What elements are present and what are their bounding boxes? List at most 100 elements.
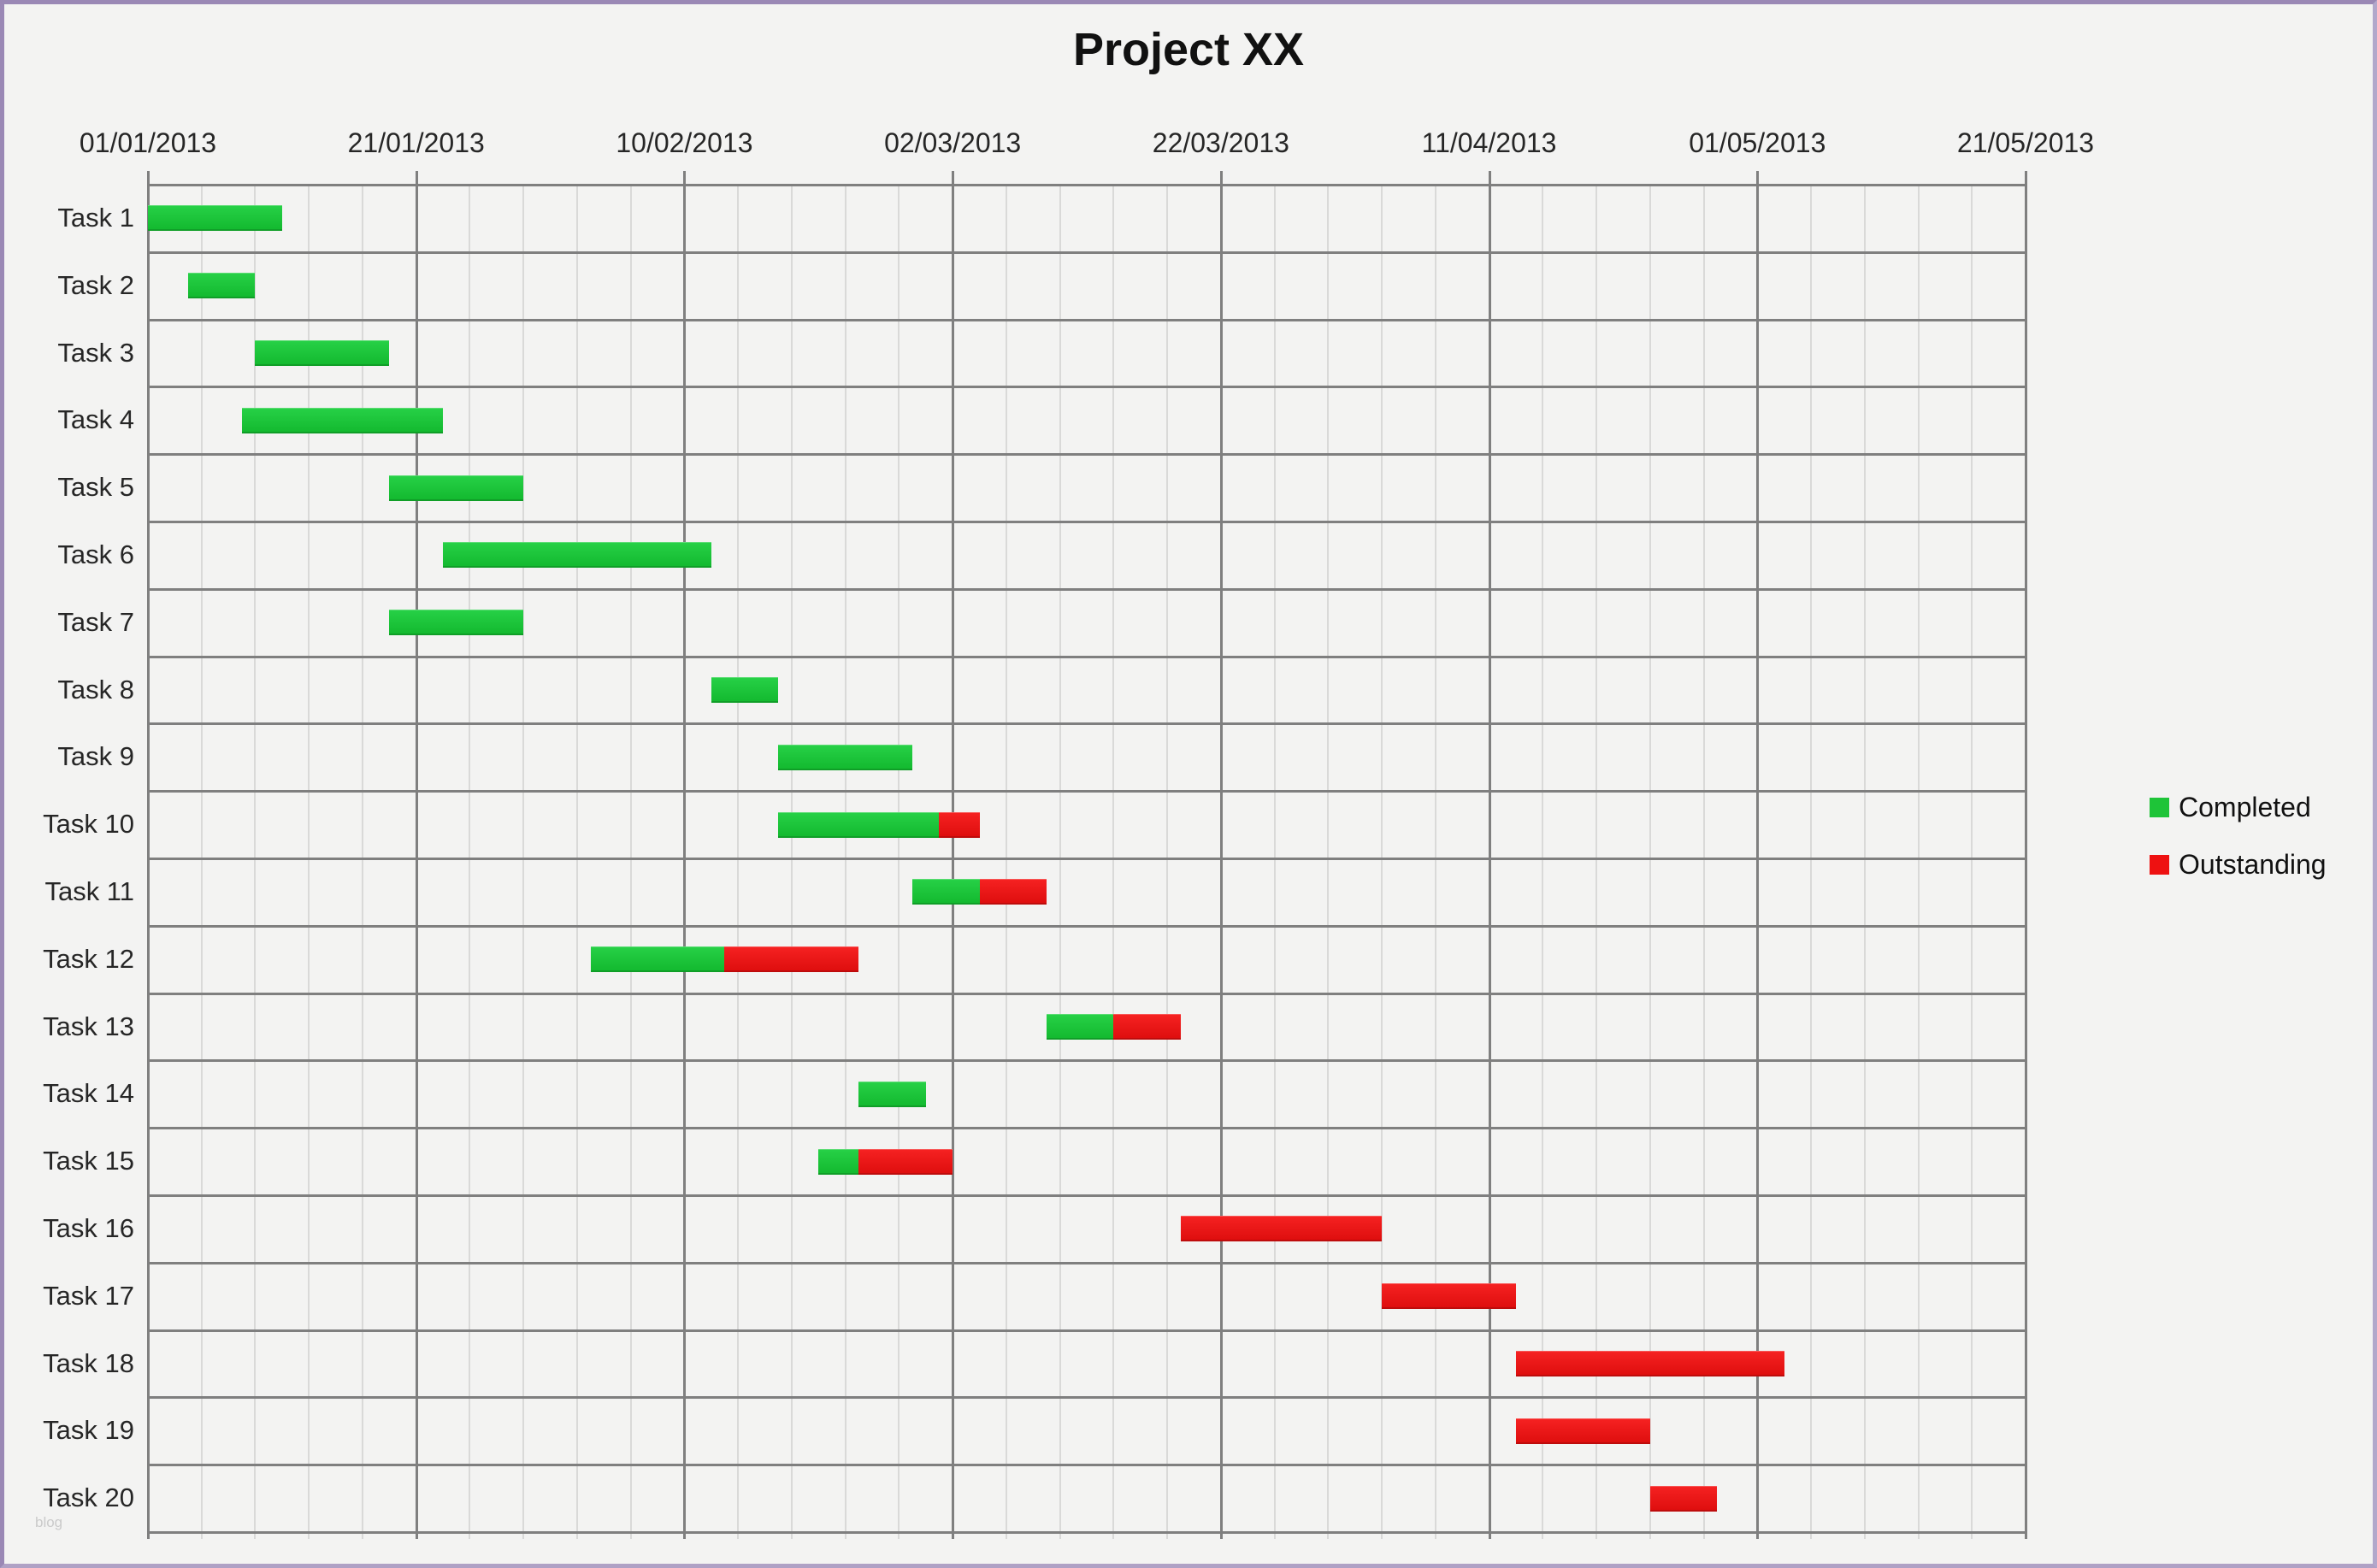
- completed-swatch-icon: [2150, 798, 2169, 817]
- row-gridline: [148, 1261, 2026, 1264]
- x-axis-label: 11/04/2013: [1421, 127, 1557, 158]
- task-bar-outstanding[interactable]: [858, 1148, 953, 1175]
- minor-gridline: [629, 185, 632, 1539]
- axis-tick: [683, 171, 687, 185]
- y-axis-label: Task 3: [57, 337, 134, 368]
- row-gridline: [148, 1127, 2026, 1130]
- task-bar-completed[interactable]: [443, 542, 711, 569]
- task-bar-outstanding[interactable]: [724, 946, 859, 973]
- task-bar-outstanding[interactable]: [1180, 1216, 1383, 1242]
- axis-tick: [1756, 171, 1760, 185]
- task-bar-completed[interactable]: [590, 946, 725, 973]
- minor-gridline: [200, 185, 203, 1539]
- y-axis-label: Task 20: [43, 1483, 134, 1513]
- y-axis-label: Task 10: [43, 809, 134, 840]
- row-gridline: [148, 453, 2026, 457]
- y-axis-label: Task 17: [43, 1280, 134, 1311]
- task-bar-completed[interactable]: [148, 205, 282, 232]
- task-bar-outstanding[interactable]: [1382, 1283, 1516, 1310]
- y-axis-label: Task 4: [57, 404, 134, 435]
- y-axis-label: Task 18: [43, 1347, 134, 1378]
- task-bar-completed[interactable]: [255, 340, 390, 366]
- y-axis-label: Task 12: [43, 943, 134, 974]
- task-bar-outstanding[interactable]: [1649, 1485, 1718, 1512]
- task-bar-completed[interactable]: [778, 744, 913, 770]
- y-axis-label: Task 13: [43, 1011, 134, 1041]
- plot-area: [147, 171, 2027, 1539]
- legend-item-outstanding[interactable]: Outstanding: [2150, 849, 2327, 881]
- y-axis-label: Task 15: [43, 1146, 134, 1176]
- y-axis-label: Task 7: [57, 606, 134, 637]
- row-gridline: [148, 386, 2026, 389]
- x-axis-label: 22/03/2013: [1152, 127, 1289, 158]
- y-axis-label: Task 11: [44, 876, 134, 906]
- task-bar-completed[interactable]: [389, 610, 524, 636]
- y-axis-label: Task 1: [57, 203, 134, 233]
- minor-gridline: [308, 185, 310, 1539]
- axis-tick: [147, 171, 150, 185]
- minor-gridline: [737, 185, 740, 1539]
- row-gridline: [148, 858, 2026, 860]
- major-gridline: [952, 185, 955, 1539]
- minor-gridline: [1434, 185, 1436, 1539]
- minor-gridline: [575, 185, 578, 1539]
- row-gridline: [148, 521, 2026, 523]
- row-gridline: [148, 1059, 2026, 1063]
- row-gridline: [148, 992, 2026, 995]
- task-bar-outstanding[interactable]: [1113, 1014, 1181, 1040]
- axis-tick: [2025, 171, 2027, 185]
- minor-gridline: [1112, 185, 1115, 1539]
- task-bar-outstanding[interactable]: [939, 811, 980, 838]
- axis-tick: [1219, 171, 1223, 185]
- y-axis-label: Task 14: [43, 1078, 134, 1109]
- axis-tick: [952, 171, 955, 185]
- major-gridline: [415, 185, 418, 1539]
- task-bar-outstanding[interactable]: [1515, 1351, 1784, 1376]
- task-bar-completed[interactable]: [711, 677, 779, 703]
- legend-item-completed[interactable]: Completed: [2150, 792, 2327, 823]
- task-bar-completed[interactable]: [241, 407, 444, 433]
- chart-title: Project XX: [1072, 24, 1305, 75]
- major-gridline: [1488, 185, 1491, 1539]
- y-axis-label: Task 16: [43, 1213, 134, 1243]
- row-gridline: [148, 790, 2026, 793]
- watermark: blog: [35, 1514, 63, 1530]
- row-gridline: [148, 924, 2026, 928]
- task-bar-completed[interactable]: [858, 1081, 926, 1107]
- minor-gridline: [361, 185, 363, 1539]
- row-gridline: [148, 722, 2026, 726]
- task-bar-outstanding[interactable]: [1515, 1418, 1650, 1444]
- legend-label-outstanding: Outstanding: [2179, 849, 2327, 880]
- row-gridline: [148, 1464, 2026, 1467]
- major-gridline: [683, 185, 687, 1539]
- row-gridline: [148, 1194, 2026, 1197]
- task-bar-completed[interactable]: [778, 811, 940, 838]
- row-gridline: [148, 1396, 2026, 1400]
- row-gridline: [148, 251, 2026, 254]
- legend: Completed Outstanding: [2150, 792, 2327, 881]
- minor-gridline: [1542, 185, 1544, 1539]
- task-bar-completed[interactable]: [1046, 1014, 1114, 1040]
- axis-tick: [1488, 171, 1491, 185]
- major-gridline: [147, 185, 150, 1539]
- y-axis-label: Task 6: [57, 539, 134, 569]
- minor-gridline: [1971, 185, 1973, 1539]
- x-axis-label: 10/02/2013: [616, 127, 753, 158]
- row-gridline: [148, 318, 2026, 321]
- task-bar-completed[interactable]: [912, 879, 980, 905]
- major-gridline: [2025, 185, 2027, 1539]
- minor-gridline: [1649, 185, 1651, 1539]
- major-gridline: [1756, 185, 1760, 1539]
- task-bar-outstanding[interactable]: [979, 879, 1047, 905]
- task-bar-completed[interactable]: [188, 273, 256, 299]
- minor-gridline: [844, 185, 846, 1539]
- row-gridline: [148, 1329, 2026, 1332]
- minor-gridline: [1166, 185, 1169, 1539]
- y-axis-label: Task 8: [57, 674, 134, 704]
- legend-label-completed: Completed: [2179, 792, 2311, 822]
- task-bar-completed[interactable]: [389, 475, 524, 501]
- row-gridline: [148, 655, 2026, 658]
- minor-gridline: [1595, 185, 1598, 1539]
- row-gridline: [148, 1531, 2026, 1534]
- task-bar-completed[interactable]: [818, 1148, 859, 1175]
